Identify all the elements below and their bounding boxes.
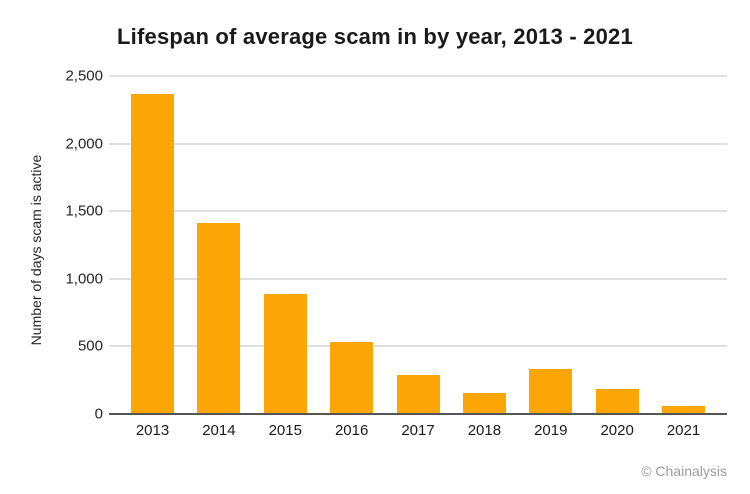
y-tick-label-2500: 2,500 [65,67,103,85]
gridline-2500 [109,75,727,77]
bar-2013 [131,93,174,414]
x-tick-label-2013: 2013 [135,422,170,439]
y-tick-label-0: 0 [94,405,103,423]
x-tick-label-2015: 2015 [268,422,302,439]
bar-2016 [330,342,374,414]
x-tick-label-2021: 2021 [666,422,701,439]
gridline-1000 [109,277,727,280]
x-tick-label-2014: 2014 [202,422,236,439]
gridline-500 [109,345,727,348]
bar-2014 [197,223,241,414]
y-tick-label-1500: 1,500 [65,202,103,220]
x-tick-label-2020: 2020 [600,422,634,439]
gridline-2000 [109,142,727,145]
bar-2019 [529,369,573,414]
bars [109,76,727,414]
x-axis-labels: 2013 2014 2015 2016 2017 2018 2019 2020 2021 [109,422,727,439]
plot-area [109,75,727,415]
y-axis-ticks: 0 500 1,000 1,500 2,000 2,500 [0,68,103,423]
bar-2018 [462,393,506,414]
x-tick-label-2018: 2018 [467,422,502,439]
bar-2020 [595,389,639,414]
y-tick-label-2000: 2,000 [65,135,103,153]
y-tick-label-500: 500 [77,337,103,355]
chart-title: Lifespan of average scam in by year, 201… [117,24,633,49]
y-tick-label-1000: 1,000 [65,270,103,288]
x-axis-baseline [109,413,727,415]
x-tick-label-2019: 2019 [534,422,568,439]
bar-2021 [662,405,705,414]
bar-2015 [263,294,307,414]
bar-2017 [396,374,440,414]
x-tick-label-2016: 2016 [334,422,369,439]
x-tick-label-2017: 2017 [401,422,435,439]
gridline-1500 [109,210,727,213]
attribution-text: © Chainalysis [641,463,727,479]
